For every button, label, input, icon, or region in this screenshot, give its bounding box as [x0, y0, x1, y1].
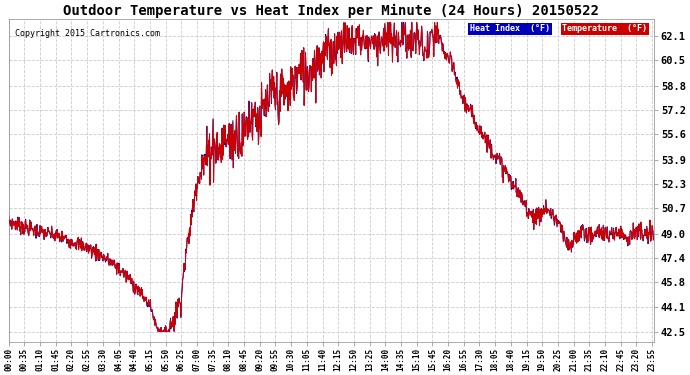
Title: Outdoor Temperature vs Heat Index per Minute (24 Hours) 20150522: Outdoor Temperature vs Heat Index per Mi…: [63, 4, 600, 18]
Text: Copyright 2015 Cartronics.com: Copyright 2015 Cartronics.com: [15, 29, 160, 38]
Text: Heat Index  (°F): Heat Index (°F): [470, 24, 550, 33]
Text: Temperature  (°F): Temperature (°F): [562, 24, 647, 33]
